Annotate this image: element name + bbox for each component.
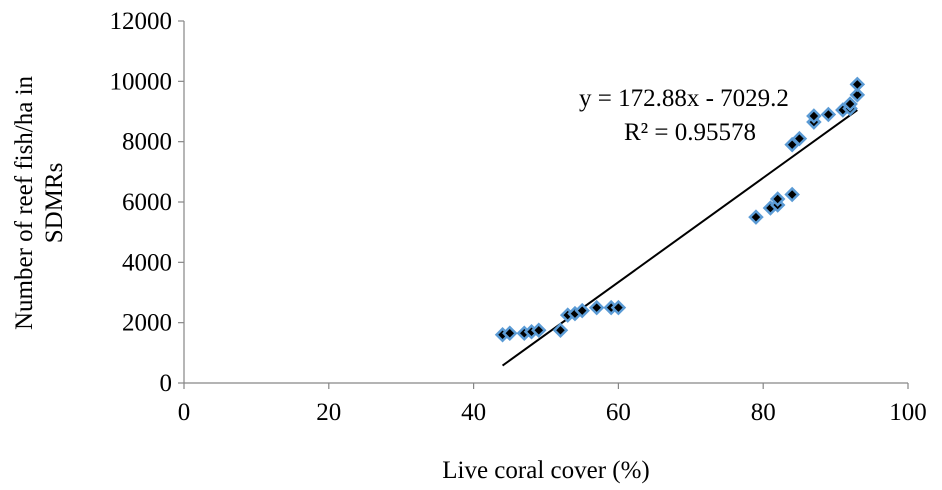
axes: 0 2000 4000 6000 8000 10000 12000 0 20 40 60 80 100 [110, 8, 927, 426]
data-point [574, 302, 590, 319]
x-tick-label: 0 [178, 399, 191, 426]
x-axis-title: Live coral cover (%) [442, 457, 650, 484]
data-point [769, 191, 786, 207]
y-tick-label: 4000 [122, 249, 172, 276]
y-tick-label: 12000 [110, 8, 173, 35]
trendline [501, 109, 858, 367]
y-tick-label: 8000 [122, 129, 172, 156]
x-tick-label: 20 [316, 399, 341, 426]
x-tick-label: 80 [751, 399, 776, 426]
data-point [748, 209, 764, 225]
data-point [791, 130, 808, 147]
y-axis-title-line-1: Number of reef fish/ha in [11, 75, 38, 330]
data-point [820, 106, 837, 123]
data-point [588, 299, 605, 316]
data-point [784, 186, 800, 203]
x-tick-label: 40 [461, 399, 486, 426]
y-axis-title-line-2: SDMRs [41, 163, 68, 244]
data-point [530, 322, 547, 338]
trendline-equation: y = 172.88x - 7029.2 [579, 85, 789, 112]
data-point [610, 299, 627, 316]
x-tick-label: 100 [889, 399, 927, 426]
y-tick-label: 6000 [122, 189, 172, 216]
y-tick-label: 0 [160, 370, 173, 397]
x-tick-label: 60 [606, 399, 631, 426]
data-point [842, 96, 858, 112]
data-point [849, 87, 866, 103]
data-point [552, 322, 569, 338]
trendline-group [501, 109, 858, 367]
data-point [502, 325, 518, 341]
r-squared-label: R² = 0.95578 [624, 119, 756, 146]
labels: y = 172.88x - 7029.2 R² = 0.95578 Live c… [11, 75, 789, 484]
data-point [806, 108, 822, 124]
data-point [849, 76, 866, 93]
y-tick-label: 2000 [122, 310, 172, 337]
y-tick-label: 10000 [110, 68, 173, 95]
data-points [494, 76, 866, 343]
